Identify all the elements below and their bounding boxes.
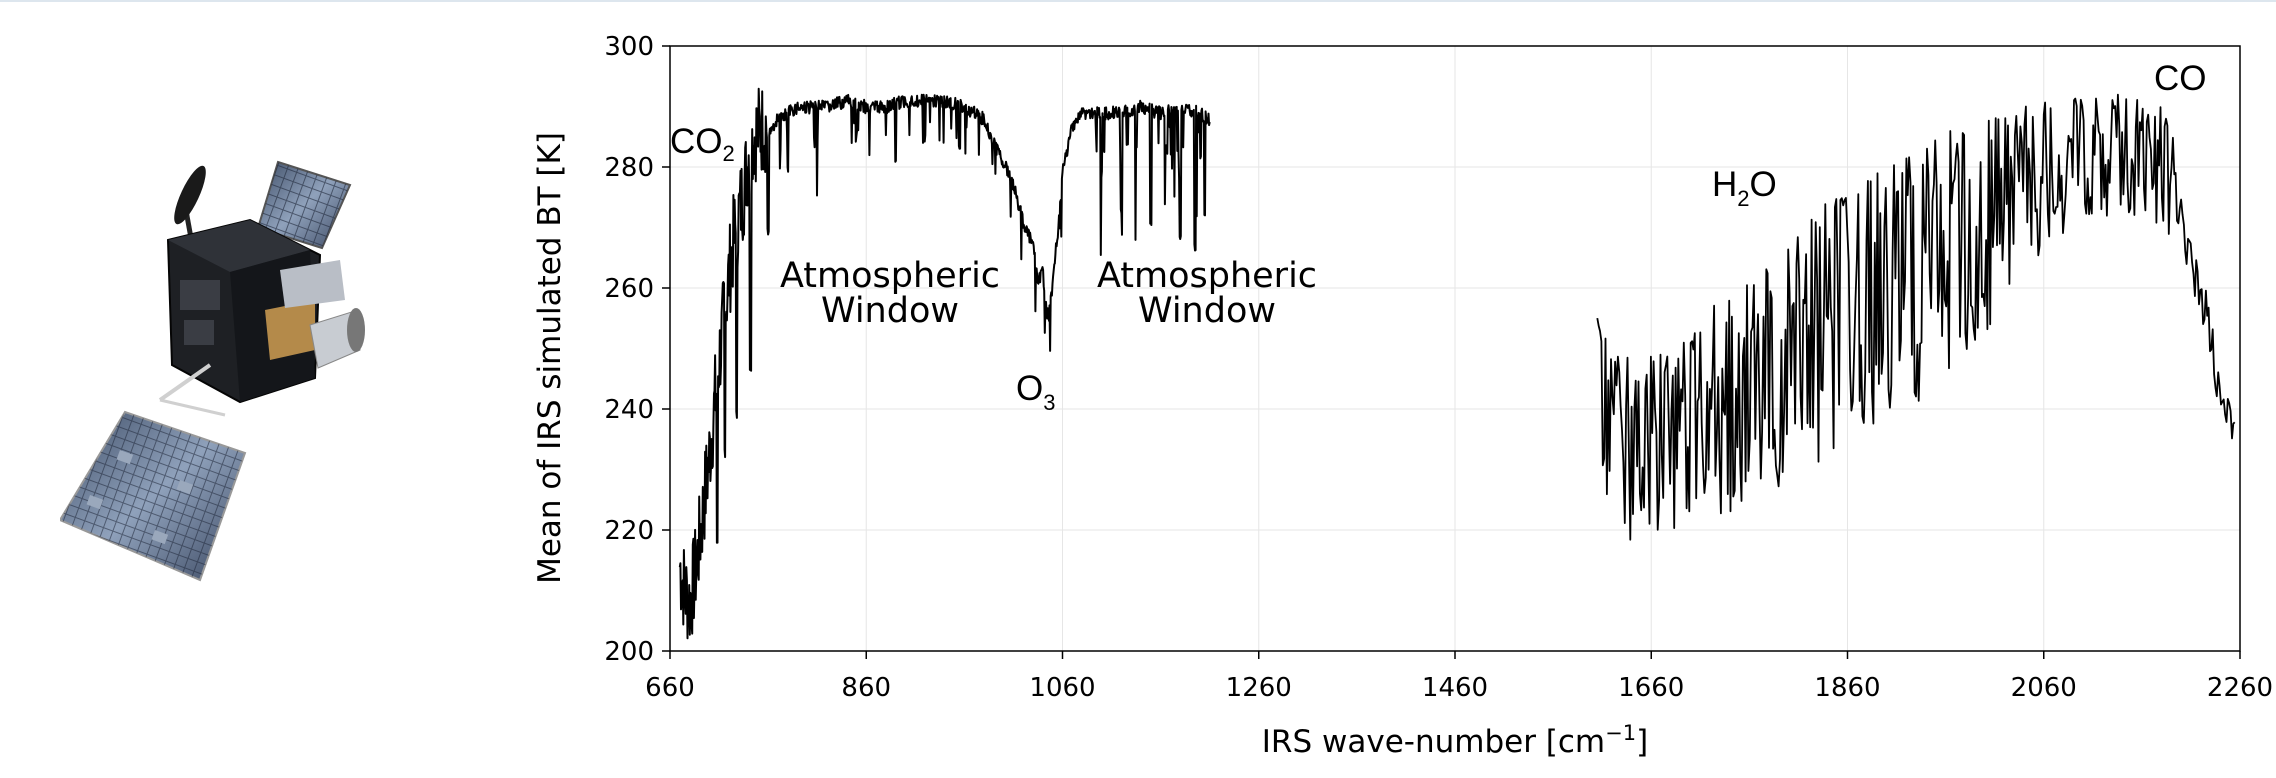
upper-solar-panel <box>256 160 352 250</box>
window1-label-line2: Window <box>821 291 959 331</box>
co2-label: CO2 <box>670 122 735 166</box>
y-tick-label: 200 <box>604 637 654 667</box>
x-tick-label: 1460 <box>1422 673 1488 703</box>
x-tick-label: 2260 <box>2207 673 2273 703</box>
window1-label-line1: Atmospheric <box>780 256 1000 296</box>
x-axis-title: IRS wave-number [cm−1] <box>1262 721 1648 760</box>
window2-label-line1: Atmospheric <box>1097 256 1317 296</box>
top-rule <box>0 0 2276 2</box>
x-tick-label: 1860 <box>1814 673 1880 703</box>
spectrum-line-co2-window <box>678 87 1211 640</box>
x-tick-label: 1660 <box>1618 673 1684 703</box>
y-axis-ticks: 200 220 240 260 280 300 <box>604 32 670 667</box>
y-tick-label: 280 <box>604 153 654 183</box>
h2o-label: H2O <box>1712 165 1777 211</box>
spectrum-lines <box>678 87 2236 640</box>
y-tick-label: 240 <box>604 395 654 425</box>
x-tick-label: 860 <box>841 673 891 703</box>
spectrum-line-h2o-co <box>1596 93 2236 541</box>
x-tick-label: 660 <box>645 673 695 703</box>
o3-label: O3 <box>1016 369 1055 415</box>
y-tick-label: 220 <box>604 516 654 546</box>
panel-boom <box>158 363 226 417</box>
y-axis-title: Mean of IRS simulated BT [K] <box>532 132 568 584</box>
x-axis-ticks: 660 860 1060 1260 1460 1660 1860 2060 2260 <box>645 651 2273 703</box>
lower-solar-panel <box>60 410 247 582</box>
co-label: CO <box>2154 59 2207 98</box>
y-tick-label: 300 <box>604 32 654 62</box>
window2-label-line2: Window <box>1138 291 1276 331</box>
x-tick-label: 2060 <box>2011 673 2077 703</box>
x-tick-label: 1060 <box>1029 673 1095 703</box>
satellite-icon <box>60 160 365 582</box>
y-tick-label: 260 <box>604 274 654 304</box>
x-tick-label: 1260 <box>1226 673 1292 703</box>
satellite-body <box>166 218 365 404</box>
